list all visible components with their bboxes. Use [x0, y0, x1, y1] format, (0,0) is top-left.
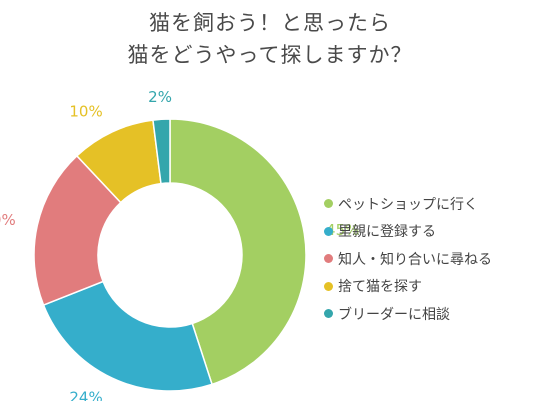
data-label-1: 45%	[326, 221, 359, 239]
legend-marker-5	[324, 309, 333, 319]
chart-title-line-1: 猫を飼おう！と思ったら	[149, 11, 391, 35]
legend-item-3: 知人・知り合いに尋ねる	[324, 245, 492, 273]
legend-marker-1	[324, 199, 333, 209]
data-label-3: 19%	[0, 211, 16, 229]
legend-item-5: ブリーダーに相談	[324, 300, 492, 328]
legend-label-2: 里親に登録する	[338, 224, 436, 241]
chart-title-line-2: 猫をどうやって探しますか？	[127, 43, 413, 67]
donut-slice-5	[152, 118, 171, 185]
donut-slice-1	[169, 118, 307, 386]
legend-item-1: ペットショップに行く	[324, 190, 492, 218]
legend-label-3: 知人・知り合いに尋ねる	[338, 251, 492, 268]
data-label-4: 10%	[69, 103, 102, 121]
legend-marker-3	[324, 254, 333, 264]
data-label-2: 24%	[69, 388, 102, 401]
data-label-5: 2%	[148, 88, 172, 106]
legend-marker-4	[324, 281, 333, 291]
legend-item-4: 捨て猫を探す	[324, 273, 492, 301]
legend-label-4: 捨て猫を探す	[338, 279, 422, 296]
legend-item-2: 里親に登録する	[324, 218, 492, 246]
legend-label-1: ペットショップに行く	[338, 196, 478, 213]
donut-slice-2	[42, 280, 213, 392]
chart-legend: ペットショップに行く 里親に登録する知人・知り合いに尋ねる 捨て猫を探すブリーダーに…	[324, 190, 492, 328]
legend-label-5: ブリーダーに相談	[338, 306, 450, 323]
legend-marker-2	[324, 226, 333, 236]
